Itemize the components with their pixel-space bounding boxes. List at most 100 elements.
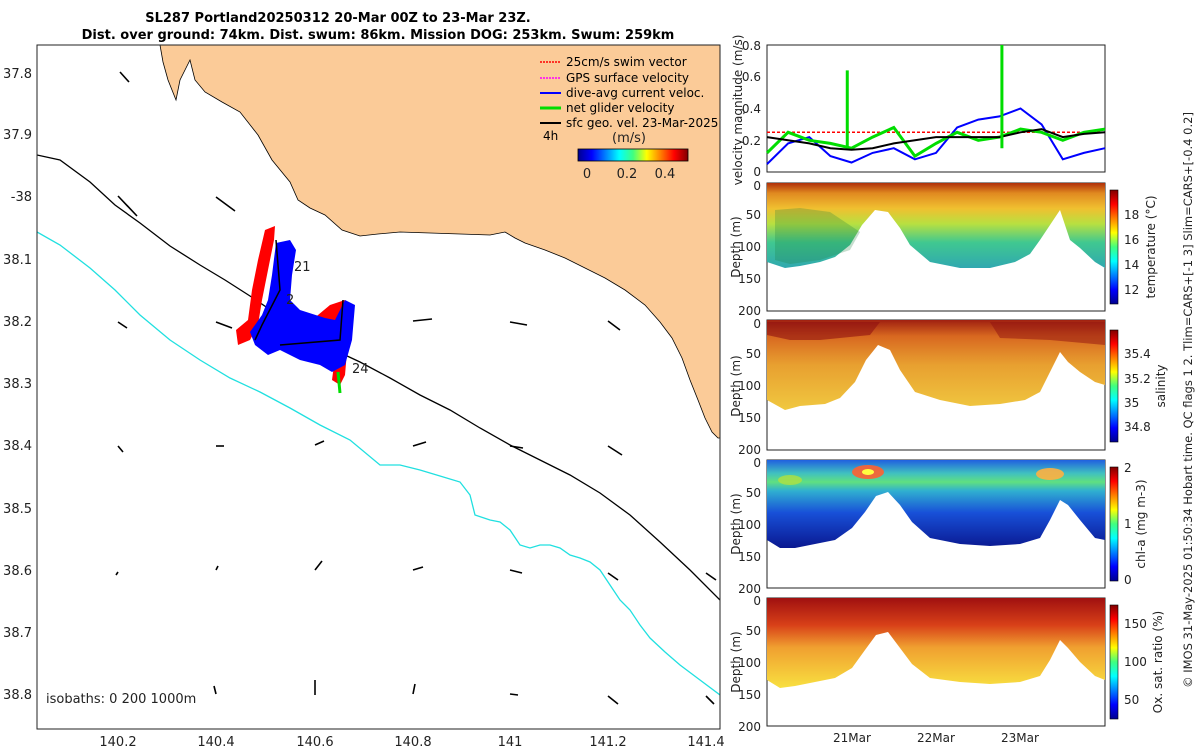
svg-text:0: 0 <box>753 179 761 193</box>
svg-text:0.4: 0.4 <box>742 102 761 116</box>
svg-text:140.8: 140.8 <box>394 735 431 750</box>
map-legend: 25cm/s swim vector GPS surface velocity … <box>540 55 718 182</box>
svg-text:2: 2 <box>1124 461 1132 475</box>
svg-text:34.8: 34.8 <box>1124 420 1151 434</box>
svg-text:0: 0 <box>1124 573 1132 587</box>
salinity-field <box>767 320 1105 410</box>
svg-text:0: 0 <box>753 456 761 470</box>
svg-text:14: 14 <box>1124 258 1139 272</box>
oxygen-ylabel: Ox. sat. ratio (%) <box>1151 611 1165 713</box>
chla-field <box>767 460 1105 548</box>
temperature-panel: 0 50 100 150 200 Depth (m) 12 14 16 18 t… <box>729 179 1158 318</box>
map-y-ticks: 37.8 37.9 -38 38.1 38.2 38.3 38.4 38.5 3… <box>3 67 32 703</box>
velocity-series-line-3 <box>766 128 1106 151</box>
svg-text:0: 0 <box>753 317 761 331</box>
velocity-y-ticks: 0 0.2 0.4 0.6 0.8 <box>742 39 761 179</box>
svg-text:100: 100 <box>738 379 761 393</box>
svg-text:12: 12 <box>1124 283 1139 297</box>
svg-text:150: 150 <box>738 272 761 286</box>
svg-text:200: 200 <box>738 582 761 596</box>
isobath-200m <box>37 154 720 601</box>
svg-text:100: 100 <box>738 240 761 254</box>
svg-text:200: 200 <box>738 720 761 734</box>
track-label-2: 2 <box>286 293 294 308</box>
legend-label-2: dive-avg current veloc. <box>566 86 704 100</box>
svg-text:141.4: 141.4 <box>687 735 724 750</box>
salinity-panel: 0 50 100 150 200 Depth (m) 34.8 35 35.2 … <box>729 317 1168 457</box>
svg-text:37.9: 37.9 <box>3 128 32 143</box>
svg-text:141.2: 141.2 <box>589 735 626 750</box>
svg-text:50: 50 <box>1124 693 1139 707</box>
land-mass <box>159 45 720 439</box>
x-tick-22mar: 22Mar <box>917 731 955 745</box>
svg-text:38.6: 38.6 <box>3 564 32 579</box>
svg-text:35.2: 35.2 <box>1124 372 1151 386</box>
side-note: © IMOS 31-May-2025 01:50:34 Hobart time.… <box>1181 112 1195 688</box>
oxygen-field <box>767 598 1105 688</box>
svg-text:100: 100 <box>1124 655 1147 669</box>
svg-text:38.5: 38.5 <box>3 502 32 517</box>
velocity-series <box>765 45 1106 165</box>
figure-title-line1: SL287 Portland20250312 20-Mar 00Z to 23-… <box>145 11 531 26</box>
chla-ylabel: chl-a (mg m-3) <box>1134 479 1148 568</box>
legend-label-0: 25cm/s swim vector <box>566 55 687 69</box>
svg-text:-38: -38 <box>11 190 32 205</box>
svg-text:0.6: 0.6 <box>742 70 761 84</box>
surface-velocity-arrows <box>115 71 717 705</box>
glider-track: 21 2 24 <box>236 226 369 394</box>
velocity-series-line-2 <box>765 125 1106 159</box>
figure-title-line2: Dist. over ground: 74km. Dist. swum: 86k… <box>82 28 675 43</box>
velocity-panel: 0 0.2 0.4 0.6 0.8 velocity magnitude (m/… <box>731 35 1106 186</box>
temperature-depth-label: Depth (m) <box>729 216 743 277</box>
svg-text:16: 16 <box>1124 233 1139 247</box>
svg-text:0: 0 <box>753 594 761 608</box>
velocity-ylabel: velocity magnitude (m/s) <box>731 35 745 186</box>
legend-time-step: 4h <box>543 129 558 143</box>
colorbar-unit: (m/s) <box>612 131 646 146</box>
salinity-depth-label: Depth (m) <box>729 355 743 416</box>
svg-text:140.2: 140.2 <box>99 735 136 750</box>
salinity-ylabel: salinity <box>1154 364 1168 407</box>
oxygen-depth-label: Depth (m) <box>729 631 743 692</box>
svg-text:50: 50 <box>746 624 761 638</box>
svg-text:38.7: 38.7 <box>3 626 32 641</box>
chla-depth-label: Depth (m) <box>729 493 743 554</box>
svg-text:200: 200 <box>738 443 761 457</box>
svg-text:38.3: 38.3 <box>3 377 32 392</box>
svg-text:140.6: 140.6 <box>296 735 333 750</box>
chla-colorbar <box>1109 466 1119 582</box>
svg-text:200: 200 <box>738 304 761 318</box>
map-panel: 21 2 24 isobaths: 0 200 1000m 140.2 140.… <box>3 44 725 750</box>
track-label-21: 21 <box>294 260 311 275</box>
svg-text:0.2: 0.2 <box>742 134 761 148</box>
temperature-ylabel: temperature (°C) <box>1144 196 1158 299</box>
legend-label-1: GPS surface velocity <box>566 71 689 85</box>
svg-text:35: 35 <box>1124 396 1139 410</box>
isobath-note: isobaths: 0 200 1000m <box>46 692 196 707</box>
oxygen-panel: 0 50 100 150 200 Depth (m) 50 100 150 Ox… <box>729 594 1165 745</box>
x-tick-21mar: 21Mar <box>833 731 871 745</box>
svg-text:140.4: 140.4 <box>197 735 234 750</box>
svg-text:0.2: 0.2 <box>617 167 638 182</box>
svg-text:150: 150 <box>738 688 761 702</box>
chla-panel: 0 50 100 150 200 Depth (m) 0 1 2 chl-a (… <box>729 456 1148 596</box>
track-label-24: 24 <box>352 362 369 377</box>
x-tick-23mar: 23Mar <box>1001 731 1039 745</box>
temperature-field <box>767 183 1105 268</box>
svg-text:0: 0 <box>583 167 591 182</box>
isobath-1000m <box>37 231 720 696</box>
svg-text:150: 150 <box>1124 617 1147 631</box>
svg-text:38.8: 38.8 <box>3 688 32 703</box>
svg-text:0.4: 0.4 <box>655 167 676 182</box>
map-colorbar <box>577 148 689 162</box>
svg-text:0: 0 <box>753 165 761 179</box>
svg-text:100: 100 <box>738 656 761 670</box>
svg-text:50: 50 <box>746 347 761 361</box>
svg-text:100: 100 <box>738 518 761 532</box>
svg-text:38.1: 38.1 <box>3 253 32 268</box>
temperature-colorbar <box>1109 189 1119 305</box>
svg-text:37.8: 37.8 <box>3 67 32 82</box>
svg-text:35.4: 35.4 <box>1124 347 1151 361</box>
legend-label-3: net glider velocity <box>566 101 674 115</box>
